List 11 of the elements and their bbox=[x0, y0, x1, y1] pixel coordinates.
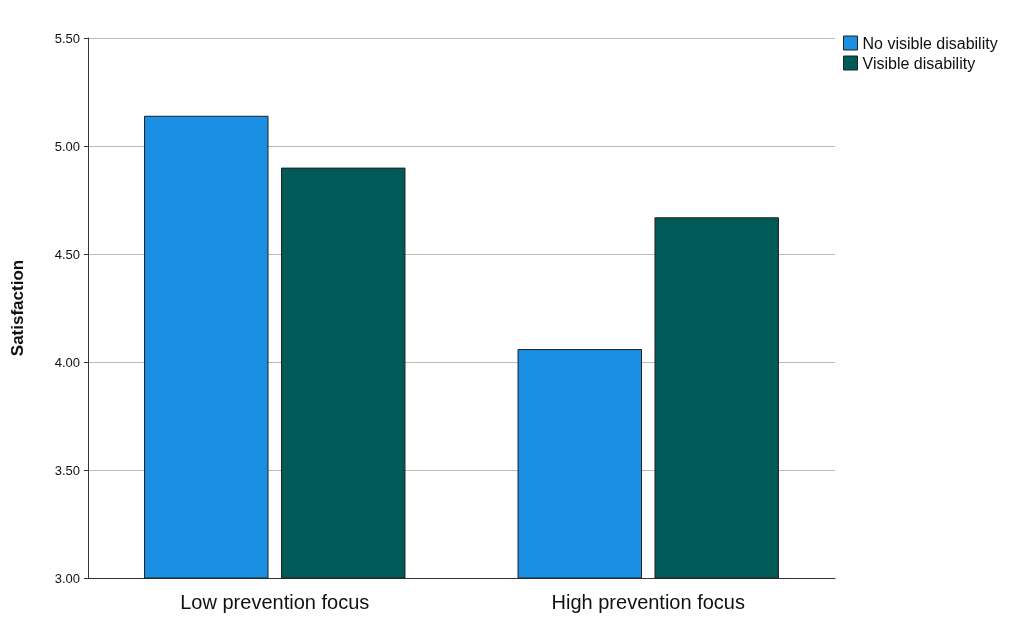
y-tick-label: 5.50 bbox=[54, 30, 80, 46]
y-tick-label: 4.00 bbox=[54, 354, 80, 370]
x-tick-label: High prevention focus bbox=[551, 591, 745, 613]
y-tick-label: 4.50 bbox=[54, 246, 80, 262]
y-tick-label: 3.00 bbox=[54, 570, 80, 586]
y-axis-title: Satisfaction bbox=[8, 259, 27, 357]
legend-label: No visible disability bbox=[862, 34, 998, 52]
y-tick-label: 5.00 bbox=[54, 138, 80, 154]
y-tick-label: 3.50 bbox=[54, 462, 80, 478]
x-tick-label: Low prevention focus bbox=[180, 591, 370, 613]
legend-label: Visible disability bbox=[862, 54, 976, 72]
